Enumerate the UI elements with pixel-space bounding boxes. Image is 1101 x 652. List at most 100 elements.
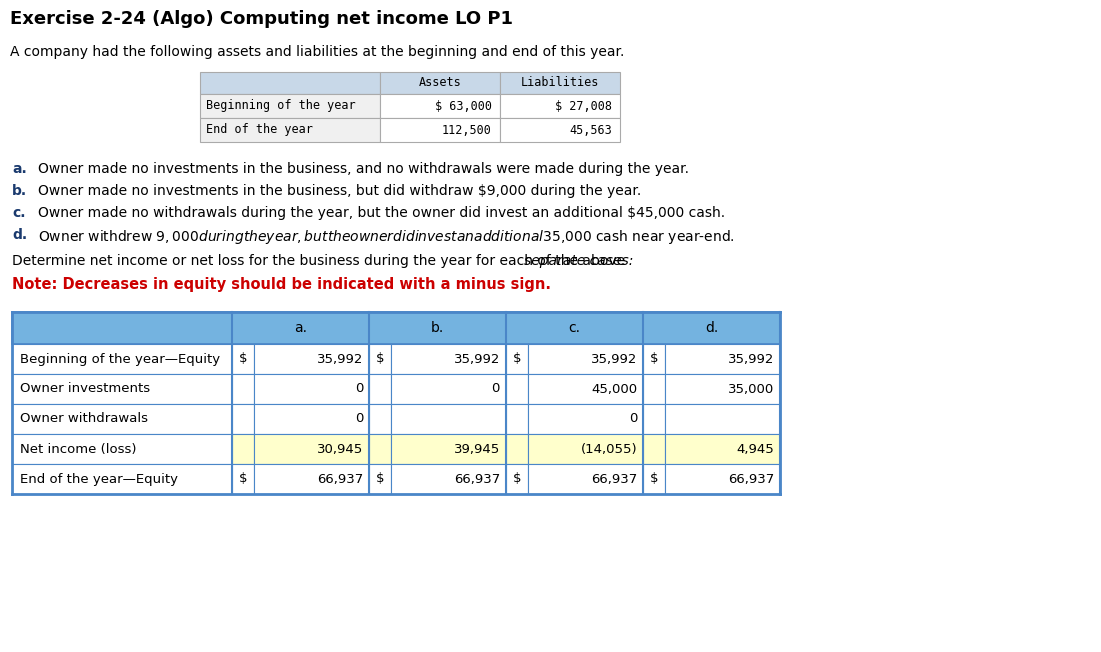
Bar bbox=[232, 312, 369, 344]
Bar bbox=[528, 404, 643, 434]
Text: 0: 0 bbox=[355, 413, 363, 426]
Bar bbox=[232, 344, 254, 374]
Bar bbox=[391, 404, 506, 434]
Text: 112,500: 112,500 bbox=[443, 123, 492, 136]
Bar bbox=[12, 312, 232, 344]
Bar bbox=[369, 434, 391, 464]
Bar bbox=[391, 344, 506, 374]
Text: $ 27,008: $ 27,008 bbox=[555, 100, 612, 113]
Bar bbox=[12, 344, 232, 374]
Bar bbox=[254, 374, 369, 404]
Bar bbox=[12, 374, 232, 404]
Bar bbox=[506, 374, 528, 404]
Bar bbox=[500, 72, 620, 94]
Text: $: $ bbox=[650, 473, 658, 486]
Bar bbox=[643, 434, 665, 464]
Bar bbox=[506, 344, 528, 374]
Bar bbox=[200, 94, 380, 118]
Text: Beginning of the year—Equity: Beginning of the year—Equity bbox=[20, 353, 220, 366]
Text: 35,992: 35,992 bbox=[454, 353, 500, 366]
Text: Owner withdrew $9,000 during the year, but the owner did invest an additional $3: Owner withdrew $9,000 during the year, b… bbox=[39, 228, 734, 246]
Text: $: $ bbox=[513, 473, 521, 486]
Text: $: $ bbox=[239, 353, 248, 366]
Bar bbox=[665, 434, 780, 464]
Text: d.: d. bbox=[705, 321, 718, 335]
Bar bbox=[12, 464, 232, 494]
Bar bbox=[380, 94, 500, 118]
Bar bbox=[369, 312, 506, 344]
Text: (14,055): (14,055) bbox=[580, 443, 637, 456]
Text: 35,000: 35,000 bbox=[728, 383, 774, 396]
Text: Owner made no investments in the business, but did withdraw $9,000 during the ye: Owner made no investments in the busines… bbox=[39, 184, 641, 198]
Bar bbox=[380, 72, 500, 94]
Bar bbox=[369, 344, 391, 374]
Bar bbox=[369, 464, 391, 494]
Text: separate cases:: separate cases: bbox=[524, 254, 633, 268]
Bar bbox=[232, 464, 254, 494]
Bar bbox=[254, 434, 369, 464]
Bar bbox=[643, 404, 665, 434]
Bar bbox=[643, 464, 665, 494]
Bar bbox=[665, 404, 780, 434]
Bar bbox=[643, 344, 665, 374]
Bar bbox=[528, 344, 643, 374]
Text: End of the year: End of the year bbox=[206, 123, 313, 136]
Text: Assets: Assets bbox=[418, 76, 461, 89]
Text: Exercise 2-24 (Algo) Computing net income LO P1: Exercise 2-24 (Algo) Computing net incom… bbox=[10, 10, 513, 28]
Text: d.: d. bbox=[12, 228, 28, 242]
Bar bbox=[391, 464, 506, 494]
Bar bbox=[528, 464, 643, 494]
Text: 35,992: 35,992 bbox=[317, 353, 363, 366]
Bar bbox=[506, 404, 528, 434]
Bar bbox=[665, 374, 780, 404]
Text: b.: b. bbox=[430, 321, 444, 335]
Bar bbox=[12, 434, 232, 464]
Bar bbox=[500, 118, 620, 142]
Text: Note: Decreases in equity should be indicated with a minus sign.: Note: Decreases in equity should be indi… bbox=[12, 277, 550, 292]
Text: c.: c. bbox=[568, 321, 580, 335]
Text: $: $ bbox=[375, 473, 384, 486]
Text: 35,992: 35,992 bbox=[728, 353, 774, 366]
Bar bbox=[12, 404, 232, 434]
Bar bbox=[232, 404, 254, 434]
Text: 45,563: 45,563 bbox=[569, 123, 612, 136]
Bar bbox=[665, 464, 780, 494]
Bar bbox=[643, 374, 665, 404]
Bar bbox=[254, 344, 369, 374]
Text: 45,000: 45,000 bbox=[591, 383, 637, 396]
Text: $: $ bbox=[239, 473, 248, 486]
Text: 35,992: 35,992 bbox=[590, 353, 637, 366]
Text: Owner investments: Owner investments bbox=[20, 383, 150, 396]
Text: 30,945: 30,945 bbox=[317, 443, 363, 456]
Bar bbox=[506, 464, 528, 494]
Bar bbox=[391, 374, 506, 404]
Text: A company had the following assets and liabilities at the beginning and end of t: A company had the following assets and l… bbox=[10, 45, 624, 59]
Text: Owner made no investments in the business, and no withdrawals were made during t: Owner made no investments in the busines… bbox=[39, 162, 689, 176]
Text: 66,937: 66,937 bbox=[591, 473, 637, 486]
Bar bbox=[500, 94, 620, 118]
Bar bbox=[506, 434, 528, 464]
Text: Beginning of the year: Beginning of the year bbox=[206, 100, 356, 113]
Text: 4,945: 4,945 bbox=[737, 443, 774, 456]
Text: 0: 0 bbox=[629, 413, 637, 426]
Text: 66,937: 66,937 bbox=[728, 473, 774, 486]
Bar bbox=[506, 312, 643, 344]
Text: 39,945: 39,945 bbox=[454, 443, 500, 456]
Bar bbox=[254, 464, 369, 494]
Bar bbox=[391, 434, 506, 464]
Text: 66,937: 66,937 bbox=[454, 473, 500, 486]
Bar bbox=[200, 118, 380, 142]
Text: a.: a. bbox=[12, 162, 26, 176]
Bar bbox=[380, 118, 500, 142]
Text: $: $ bbox=[375, 353, 384, 366]
Bar bbox=[528, 434, 643, 464]
Text: Determine net income or net loss for the business during the year for each of th: Determine net income or net loss for the… bbox=[12, 254, 630, 268]
Text: End of the year—Equity: End of the year—Equity bbox=[20, 473, 178, 486]
Text: $: $ bbox=[650, 353, 658, 366]
Text: a.: a. bbox=[294, 321, 307, 335]
Text: 0: 0 bbox=[355, 383, 363, 396]
Bar bbox=[254, 404, 369, 434]
Text: $: $ bbox=[513, 353, 521, 366]
Bar bbox=[369, 374, 391, 404]
Text: $ 63,000: $ 63,000 bbox=[435, 100, 492, 113]
